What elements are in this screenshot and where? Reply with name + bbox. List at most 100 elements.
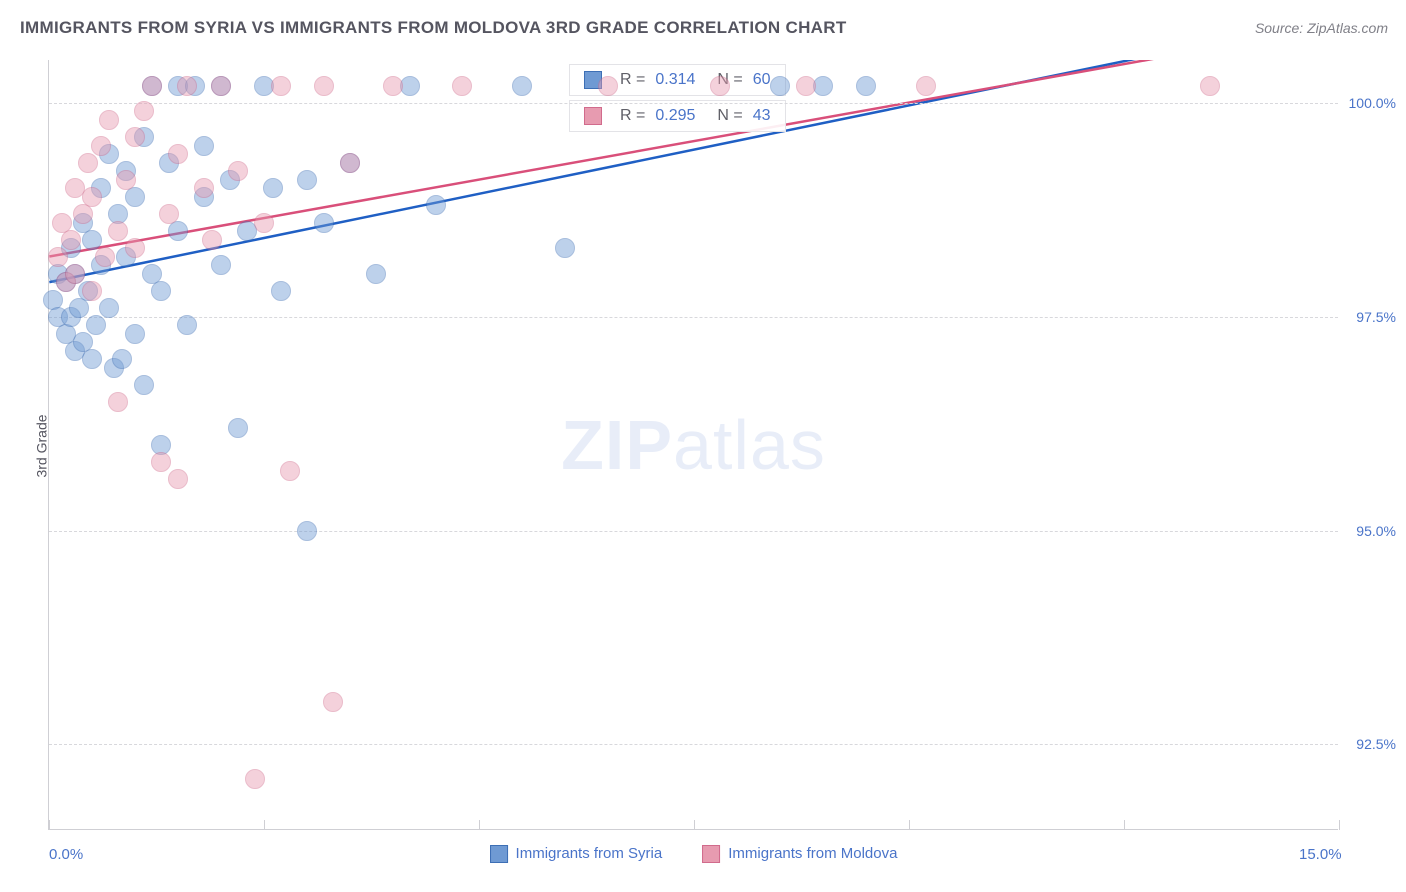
data-point — [297, 170, 317, 190]
data-point — [314, 76, 334, 96]
data-point — [211, 255, 231, 275]
data-point — [142, 76, 162, 96]
watermark-zip: ZIP — [561, 406, 673, 484]
x-tick — [479, 820, 480, 830]
swatch-series1 — [490, 845, 508, 863]
data-point — [134, 101, 154, 121]
data-point — [598, 76, 618, 96]
data-point — [263, 178, 283, 198]
data-point — [340, 153, 360, 173]
data-point — [177, 315, 197, 335]
gridline — [49, 103, 1338, 104]
data-point — [366, 264, 386, 284]
data-point — [168, 221, 188, 241]
x-tick-label: 0.0% — [49, 846, 83, 863]
data-point — [710, 76, 730, 96]
data-point — [280, 461, 300, 481]
data-point — [400, 76, 420, 96]
data-point — [134, 375, 154, 395]
r-value-series2: 0.295 — [655, 107, 695, 125]
data-point — [228, 418, 248, 438]
data-point — [314, 213, 334, 233]
data-point — [151, 281, 171, 301]
x-tick — [694, 820, 695, 830]
data-point — [323, 692, 343, 712]
data-point — [61, 230, 81, 250]
data-point — [770, 76, 790, 96]
swatch-series2 — [702, 845, 720, 863]
data-point — [177, 76, 197, 96]
data-point — [916, 76, 936, 96]
data-point — [108, 392, 128, 412]
y-tick-label: 92.5% — [1356, 736, 1396, 752]
data-point — [125, 127, 145, 147]
swatch-series2 — [584, 107, 602, 125]
data-point — [125, 187, 145, 207]
data-point — [99, 298, 119, 318]
data-point — [796, 76, 816, 96]
data-point — [82, 281, 102, 301]
y-tick-label: 100.0% — [1349, 95, 1396, 111]
y-tick-label: 97.5% — [1356, 309, 1396, 325]
data-point — [82, 230, 102, 250]
legend-item-series2: Immigrants from Moldova — [702, 845, 897, 863]
n-value-series1: 60 — [753, 71, 771, 89]
scatter-plot-area: ZIPatlas R = 0.314 N = 60 R = 0.295 N = … — [48, 60, 1338, 830]
data-point — [91, 136, 111, 156]
watermark: ZIPatlas — [561, 405, 826, 485]
data-point — [99, 110, 119, 130]
data-point — [95, 247, 115, 267]
data-point — [1200, 76, 1220, 96]
legend-label-series2: Immigrants from Moldova — [728, 845, 897, 862]
data-point — [202, 230, 222, 250]
data-point — [297, 521, 317, 541]
data-point — [168, 144, 188, 164]
data-point — [112, 349, 132, 369]
r-label: R = — [620, 107, 645, 125]
data-point — [78, 153, 98, 173]
data-point — [151, 452, 171, 472]
data-point — [813, 76, 833, 96]
data-point — [228, 161, 248, 181]
watermark-atlas: atlas — [673, 406, 826, 484]
legend-bottom: Immigrants from Syria Immigrants from Mo… — [490, 845, 898, 863]
data-point — [512, 76, 532, 96]
r-label: R = — [620, 71, 645, 89]
x-tick — [264, 820, 265, 830]
data-point — [48, 247, 68, 267]
data-point — [555, 238, 575, 258]
r-value-series1: 0.314 — [655, 71, 695, 89]
gridline — [49, 744, 1338, 745]
gridline — [49, 317, 1338, 318]
data-point — [211, 76, 231, 96]
data-point — [86, 315, 106, 335]
data-point — [194, 178, 214, 198]
data-point — [426, 195, 446, 215]
stats-box-series2: R = 0.295 N = 43 — [569, 100, 786, 132]
data-point — [125, 324, 145, 344]
data-point — [108, 221, 128, 241]
source-attribution: Source: ZipAtlas.com — [1255, 20, 1388, 36]
n-label: N = — [717, 107, 742, 125]
data-point — [194, 136, 214, 156]
data-point — [82, 187, 102, 207]
legend-item-series1: Immigrants from Syria — [490, 845, 663, 863]
x-tick — [909, 820, 910, 830]
data-point — [271, 281, 291, 301]
x-tick — [49, 820, 50, 830]
data-point — [254, 213, 274, 233]
data-point — [856, 76, 876, 96]
data-point — [125, 238, 145, 258]
x-tick — [1339, 820, 1340, 830]
x-tick-label: 15.0% — [1299, 846, 1342, 863]
legend-label-series1: Immigrants from Syria — [516, 845, 663, 862]
data-point — [69, 298, 89, 318]
data-point — [383, 76, 403, 96]
data-point — [245, 769, 265, 789]
data-point — [82, 349, 102, 369]
data-point — [271, 76, 291, 96]
n-value-series2: 43 — [753, 107, 771, 125]
data-point — [168, 469, 188, 489]
chart-title: IMMIGRANTS FROM SYRIA VS IMMIGRANTS FROM… — [20, 18, 847, 38]
data-point — [65, 264, 85, 284]
